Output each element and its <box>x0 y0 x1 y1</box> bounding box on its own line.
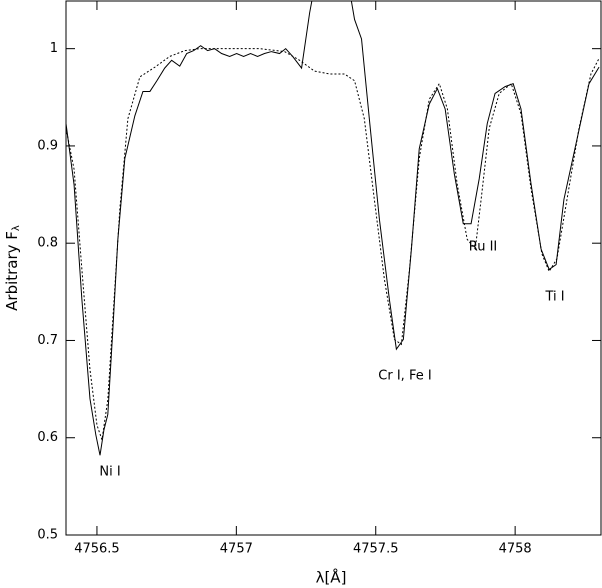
x-axis-label: λ[Å] <box>316 568 347 587</box>
x-tick-label: 4757.5 <box>353 542 399 557</box>
y-axis-label-main: Arbitrary F <box>3 231 21 311</box>
annotation: Cr I, Fe I <box>378 369 431 384</box>
x-tick-label: 4758 <box>499 542 532 557</box>
plot-frame <box>65 0 602 536</box>
y-tick-label: 0.9 <box>37 138 58 153</box>
annotation: Ru II <box>469 240 498 255</box>
annotation: Ti I <box>544 290 564 305</box>
x-tick-label: 4757 <box>220 542 253 557</box>
y-axis-label: Arbitrary Fλ <box>3 225 23 311</box>
y-tick-label: 1 <box>50 41 58 56</box>
x-tick-label: 4756.5 <box>74 542 120 557</box>
y-tick-label: 0.5 <box>37 528 58 543</box>
plot-lines <box>66 1 600 456</box>
series-line <box>66 48 600 440</box>
y-tick-label: 0.6 <box>37 430 58 445</box>
y-tick-label: 0.7 <box>37 333 58 348</box>
y-tick-label: 0.8 <box>37 236 58 251</box>
series-line <box>66 1 600 456</box>
annotation: Ni I <box>99 465 120 480</box>
y-axis-label-subscript: λ <box>11 225 22 231</box>
